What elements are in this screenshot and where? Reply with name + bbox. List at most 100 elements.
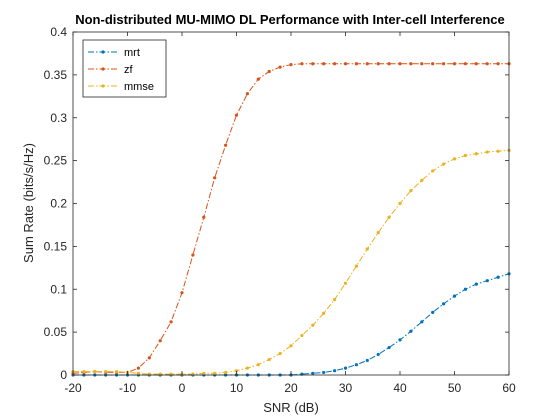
data-point-mmse	[365, 247, 369, 251]
data-point-mrt	[387, 345, 391, 350]
legend-item-mmse: mmse	[88, 81, 154, 93]
data-point-mmse	[300, 333, 304, 338]
data-point-mrt	[365, 358, 369, 363]
data-point-mmse	[354, 264, 358, 268]
data-point-mmse	[104, 369, 108, 374]
legend-items: mrt zf mmse	[88, 47, 154, 93]
data-point-mrt	[409, 329, 413, 333]
data-point-zf	[431, 62, 435, 66]
data-point-zf	[224, 143, 228, 147]
data-point-mmse	[202, 371, 206, 375]
chart-title: Non-distributed MU-MIMO DL Performance w…	[75, 12, 505, 27]
data-point-mmse	[452, 157, 457, 161]
data-point-mrt	[311, 371, 315, 375]
data-point-zf	[136, 366, 140, 370]
legend-item-zf: zf	[88, 64, 134, 76]
data-point-mrt	[474, 282, 478, 286]
x-tick-label: -20	[64, 381, 82, 395]
data-point-zf	[452, 62, 457, 66]
data-point-mmse	[267, 357, 271, 362]
data-point-mrt	[322, 370, 326, 375]
data-point-zf	[409, 62, 413, 66]
data-point-mmse	[278, 351, 282, 356]
axes-layer	[72, 31, 510, 376]
data-point-zf	[343, 62, 348, 66]
legend: mrt zf mmse	[82, 39, 167, 98]
y-tick-label: 0.3	[50, 111, 67, 125]
data-point-zf	[169, 320, 173, 324]
y-tick-label: 0.35	[44, 68, 68, 82]
x-axis-label: SNR (dB)	[263, 400, 319, 415]
y-tick-label: 0.4	[50, 25, 67, 39]
x-tick-label: -10	[119, 381, 137, 395]
legend-item-mrt: mrt	[88, 47, 140, 59]
data-point-zf	[256, 77, 260, 81]
data-point-zf	[245, 92, 249, 96]
y-tick-label: 0.25	[44, 154, 68, 168]
data-point-zf	[354, 62, 358, 66]
data-point-mmse	[431, 169, 435, 173]
data-point-mmse	[234, 369, 239, 373]
data-point-zf	[496, 62, 500, 66]
data-point-zf	[311, 62, 315, 66]
data-point-zf	[158, 339, 162, 343]
data-point-mrt	[485, 279, 489, 283]
data-point-mmse	[474, 152, 478, 156]
data-point-mmse	[322, 311, 326, 315]
data-point-zf	[234, 113, 239, 117]
data-point-mmse	[256, 363, 260, 367]
data-point-mmse	[311, 323, 315, 327]
data-point-mmse	[485, 150, 489, 154]
data-point-mrt	[496, 275, 500, 279]
data-point-zf	[300, 62, 304, 66]
y-tick-label: 0.15	[44, 239, 68, 253]
data-point-mmse	[115, 369, 119, 374]
data-point-zf	[398, 62, 402, 66]
data-point-mrt	[420, 320, 424, 324]
data-point-mmse	[224, 370, 228, 375]
data-point-mrt	[452, 294, 457, 298]
data-point-mrt	[431, 310, 435, 314]
data-point-mrt	[333, 369, 337, 373]
y-tick-labels: 0 0.05 0.1 0.15 0.2 0.25 0.3 0.35 0.4	[44, 25, 68, 382]
data-point-zf	[267, 69, 271, 74]
y-tick-label: 0.1	[50, 282, 67, 296]
data-point-mrt	[376, 352, 380, 357]
data-point-zf	[365, 62, 369, 66]
data-point-mrt	[343, 366, 348, 370]
legend-label-zf: zf	[124, 64, 134, 76]
data-point-zf	[147, 356, 151, 360]
x-tick-label: 10	[230, 381, 244, 395]
x-tick-label: 0	[179, 381, 186, 395]
y-tick-label: 0	[60, 368, 67, 382]
data-point-zf	[289, 62, 293, 67]
data-point-mmse	[387, 215, 391, 219]
x-tick-label: 20	[284, 381, 298, 395]
data-point-zf	[191, 253, 195, 257]
data-point-mmse	[420, 178, 424, 182]
data-point-mmse	[496, 149, 500, 153]
data-point-mmse	[463, 153, 467, 158]
data-point-zf	[180, 291, 184, 295]
legend-marker-mmse	[101, 84, 105, 88]
x-tick-label: 40	[393, 381, 407, 395]
x-tick-label: 30	[339, 381, 353, 395]
data-point-zf	[213, 176, 217, 180]
data-point-mmse	[398, 201, 402, 206]
data-point-mrt	[463, 287, 467, 291]
legend-label-mrt: mrt	[124, 47, 140, 59]
data-point-mrt	[398, 338, 402, 342]
data-point-mrt	[442, 302, 446, 306]
data-point-mmse	[409, 189, 413, 193]
y-tick-label: 0.05	[44, 325, 68, 339]
data-point-mmse	[213, 371, 217, 375]
data-point-mmse	[245, 366, 249, 370]
data-point-mmse	[333, 297, 337, 302]
y-axis-label: Sum Rate (bits/s/Hz)	[21, 143, 36, 263]
legend-marker-zf	[101, 67, 105, 71]
data-point-zf	[333, 62, 337, 66]
y-tick-label: 0.2	[50, 197, 67, 211]
data-point-zf	[485, 62, 489, 66]
